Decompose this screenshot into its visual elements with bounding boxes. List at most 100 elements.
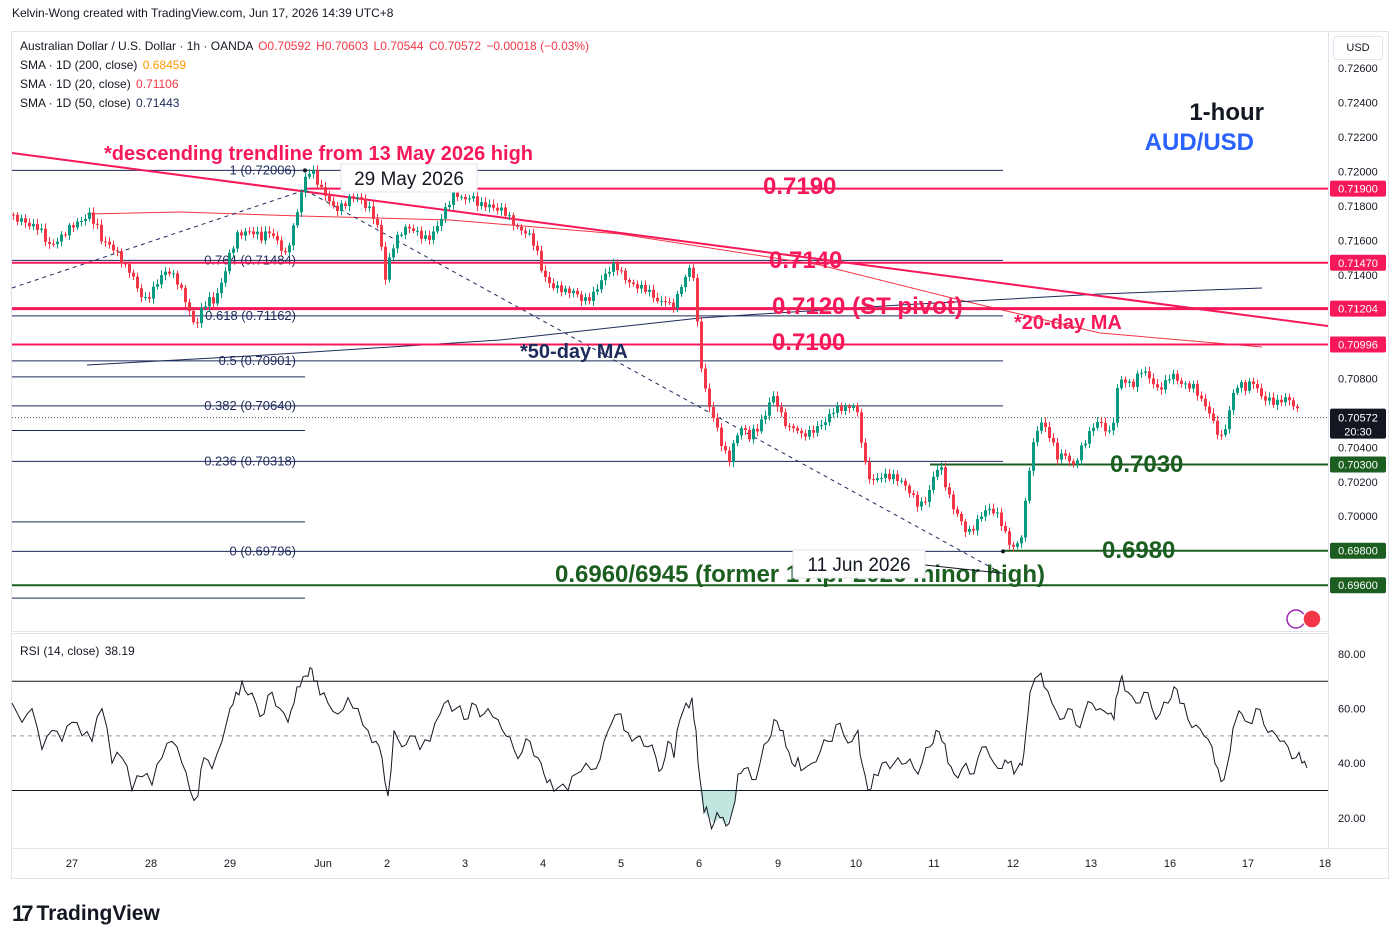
candle-body: [428, 235, 431, 240]
rsi-tick-label: 20.00: [1338, 813, 1366, 825]
candle-body: [240, 232, 243, 236]
candle-body: [1168, 379, 1171, 381]
candle-body: [832, 412, 835, 414]
candle-body: [540, 250, 543, 271]
sma20-line: [86, 211, 1263, 348]
candle-body: [320, 184, 323, 188]
candle-body: [1132, 381, 1135, 388]
price-badge-label: 0.71900: [1338, 184, 1378, 196]
candle-body: [600, 280, 603, 290]
candle-body: [424, 235, 427, 239]
candle-body: [548, 277, 551, 284]
rsi-tick-label: 80.00: [1338, 649, 1366, 661]
candle-body: [1108, 430, 1111, 432]
change-value: −0.00018 (−0.03%): [486, 39, 590, 53]
price-badge: [1330, 180, 1386, 197]
candle-body: [628, 279, 631, 283]
price-badge: [1330, 577, 1386, 594]
candle-body: [608, 271, 611, 274]
low-callout-box: [792, 549, 926, 579]
candle-body: [704, 368, 707, 389]
candle-body: [836, 406, 839, 413]
candle-body: [1236, 387, 1239, 393]
candle-body: [1244, 382, 1247, 391]
candle-body: [624, 270, 627, 280]
candle-body: [144, 297, 147, 299]
time-tick-label: 13: [1085, 858, 1097, 870]
candle-body: [376, 218, 379, 225]
candle-body: [844, 406, 847, 411]
brand-name: TradingView: [36, 902, 160, 925]
us-flag-icon: [1302, 609, 1322, 629]
candle-body: [1008, 531, 1011, 545]
candle-body: [860, 412, 863, 443]
candle-body: [1176, 373, 1179, 381]
rsi-legend[interactable]: RSI (14, close) 38.19: [20, 644, 135, 658]
price-badge-label: 0.71204: [1338, 304, 1378, 316]
candle-body: [76, 221, 79, 228]
decline-dashed-line: [304, 189, 1004, 575]
candle-body: [1120, 379, 1123, 389]
candle-body: [676, 294, 679, 308]
candle-body: [1216, 420, 1219, 435]
candle-body: [536, 245, 539, 251]
key-level-label: 0.7100: [772, 329, 845, 356]
sma200-legend[interactable]: SMA · 1D (200, close) 0.68459: [20, 58, 186, 72]
time-tick-label: 16: [1164, 858, 1176, 870]
sma50-legend[interactable]: SMA · 1D (50, close) 0.71443: [20, 96, 179, 110]
rsi-panel[interactable]: [11, 633, 1329, 849]
candle-body: [956, 509, 959, 514]
candle-body: [1248, 381, 1251, 391]
candle-body: [468, 198, 471, 200]
candle-body: [812, 430, 815, 433]
time-tick-label: 9: [775, 858, 781, 870]
time-tick-label: 29: [224, 858, 236, 870]
symbol-legend[interactable]: Australian Dollar / U.S. Dollar · 1h · O…: [20, 39, 589, 53]
high-callout-box: [340, 163, 478, 193]
symbol-name: Australian Dollar / U.S. Dollar · 1h · O…: [20, 39, 253, 53]
candle-body: [356, 197, 359, 199]
candle-body: [1028, 470, 1031, 501]
candle-body: [480, 202, 483, 206]
price-panel[interactable]: [11, 31, 1329, 632]
candle-body: [20, 218, 23, 222]
price-tick-label: 0.70800: [1338, 373, 1378, 385]
candle-body: [740, 428, 743, 436]
price-axis[interactable]: [1329, 31, 1389, 849]
candle-body: [440, 218, 443, 226]
time-tick-label: 18: [1319, 858, 1331, 870]
candle-body: [988, 508, 991, 511]
candle-body: [908, 485, 911, 494]
rsi-line: [11, 666, 1308, 831]
currency-button[interactable]: USD: [1333, 36, 1383, 60]
candle-body: [944, 467, 947, 488]
time-axis[interactable]: [11, 849, 1389, 879]
sma20-legend[interactable]: SMA · 1D (20, close) 0.71106: [20, 77, 179, 91]
candle-body: [788, 426, 791, 428]
candle-body: [488, 204, 491, 208]
candle-body: [328, 195, 331, 202]
candle-body: [400, 234, 403, 236]
candle-body: [92, 212, 95, 224]
price-tick-label: 0.72000: [1338, 166, 1378, 178]
candle-body: [804, 433, 807, 437]
price-badge-label: 0.69800: [1338, 546, 1378, 558]
candle-body: [520, 226, 523, 231]
candle-body: [828, 413, 831, 423]
candle-body: [316, 170, 319, 185]
candle-body: [1036, 430, 1039, 443]
candle-body: [552, 283, 555, 289]
candle-body: [68, 225, 71, 236]
candle-body: [484, 202, 487, 208]
candle-body: [1116, 388, 1119, 423]
candle-body: [1004, 526, 1007, 532]
candle-body: [720, 427, 723, 447]
candle-body: [236, 232, 239, 249]
candle-body: [1140, 372, 1143, 374]
candle-body: [472, 196, 475, 199]
candle-body: [340, 203, 343, 212]
candle-body: [980, 516, 983, 520]
candle-body: [516, 225, 519, 227]
candle-body: [1068, 455, 1071, 462]
